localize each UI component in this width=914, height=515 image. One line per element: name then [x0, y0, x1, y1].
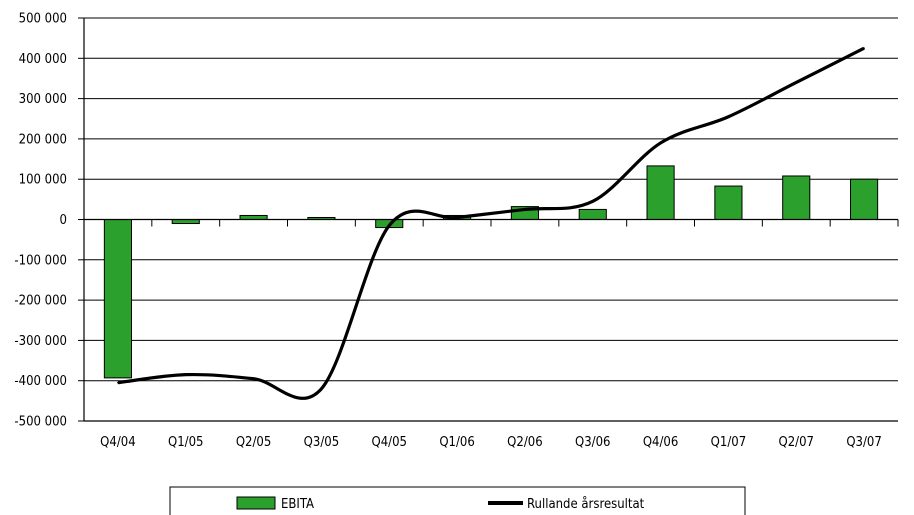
x-tick-label: Q2/06	[507, 435, 542, 450]
y-tick-label: 300 000	[19, 92, 67, 107]
y-tick-labels: 500 000 400 000 300 000 200 000 100 000 0 -100…	[14, 12, 67, 430]
line-point	[388, 224, 391, 227]
x-tick-label: Q2/07	[779, 435, 814, 450]
bars-ebita	[103, 165, 879, 379]
x-tick-label: Q3/07	[846, 435, 881, 450]
y-tick-label: -500 000	[14, 415, 67, 430]
line-rullande	[117, 46, 865, 400]
y-tick-label: -200 000	[14, 294, 67, 309]
line-point	[252, 377, 255, 380]
line-point	[456, 216, 458, 219]
line-point	[863, 47, 865, 50]
y-tick-label: -400 000	[14, 374, 67, 389]
axes	[78, 17, 899, 422]
y-tick-label: 200 000	[19, 132, 67, 147]
legend: EBITA Rullande årsresultat	[169, 486, 746, 515]
x-tick-label: Q3/05	[304, 435, 339, 450]
y-tick-label: -300 000	[14, 334, 67, 349]
y-tick-label: -100 000	[14, 253, 67, 268]
bar-ebita	[850, 178, 879, 220]
x-tick-labels: Q4/04 Q1/05 Q2/05 Q3/05 Q4/05 Q1/06 Q2/06 Q3/06…	[100, 435, 882, 450]
legend-label-rullande: Rullande årsresultat	[527, 497, 645, 512]
bar-ebita	[171, 219, 200, 225]
line-point	[727, 115, 730, 118]
x-tick-label: Q3/06	[575, 435, 610, 450]
y-tick-label: 400 000	[19, 52, 67, 67]
bar-ebita	[103, 219, 132, 379]
x-tick-label: Q4/04	[100, 435, 135, 450]
x-tick-label: Q1/05	[168, 435, 203, 450]
bar-ebita	[646, 165, 675, 220]
line-point	[117, 381, 119, 384]
y-tick-label: 0	[60, 213, 67, 228]
x-tick-label: Q4/05	[372, 435, 407, 450]
line-point	[591, 200, 594, 203]
legend-swatch-ebita	[236, 496, 276, 510]
line-point	[524, 208, 526, 211]
line-point	[659, 142, 662, 144]
legend-label-ebita: EBITA	[281, 497, 314, 512]
x-tick-label: Q1/07	[711, 435, 746, 450]
bar-ebita	[714, 185, 743, 220]
bar-ebita	[239, 214, 268, 221]
x-tick-label: Q4/06	[643, 435, 678, 450]
y-tick-label: 500 000	[19, 12, 67, 27]
x-tick-label: Q2/05	[236, 435, 271, 450]
line-point	[795, 81, 798, 84]
line-point	[320, 387, 323, 390]
y-tick-label: 100 000	[19, 173, 67, 188]
line-point	[184, 373, 187, 376]
legend-box	[169, 486, 746, 515]
bar-ebita	[782, 175, 811, 220]
x-tick-label: Q1/06	[439, 435, 474, 450]
bar-ebita	[578, 208, 607, 221]
